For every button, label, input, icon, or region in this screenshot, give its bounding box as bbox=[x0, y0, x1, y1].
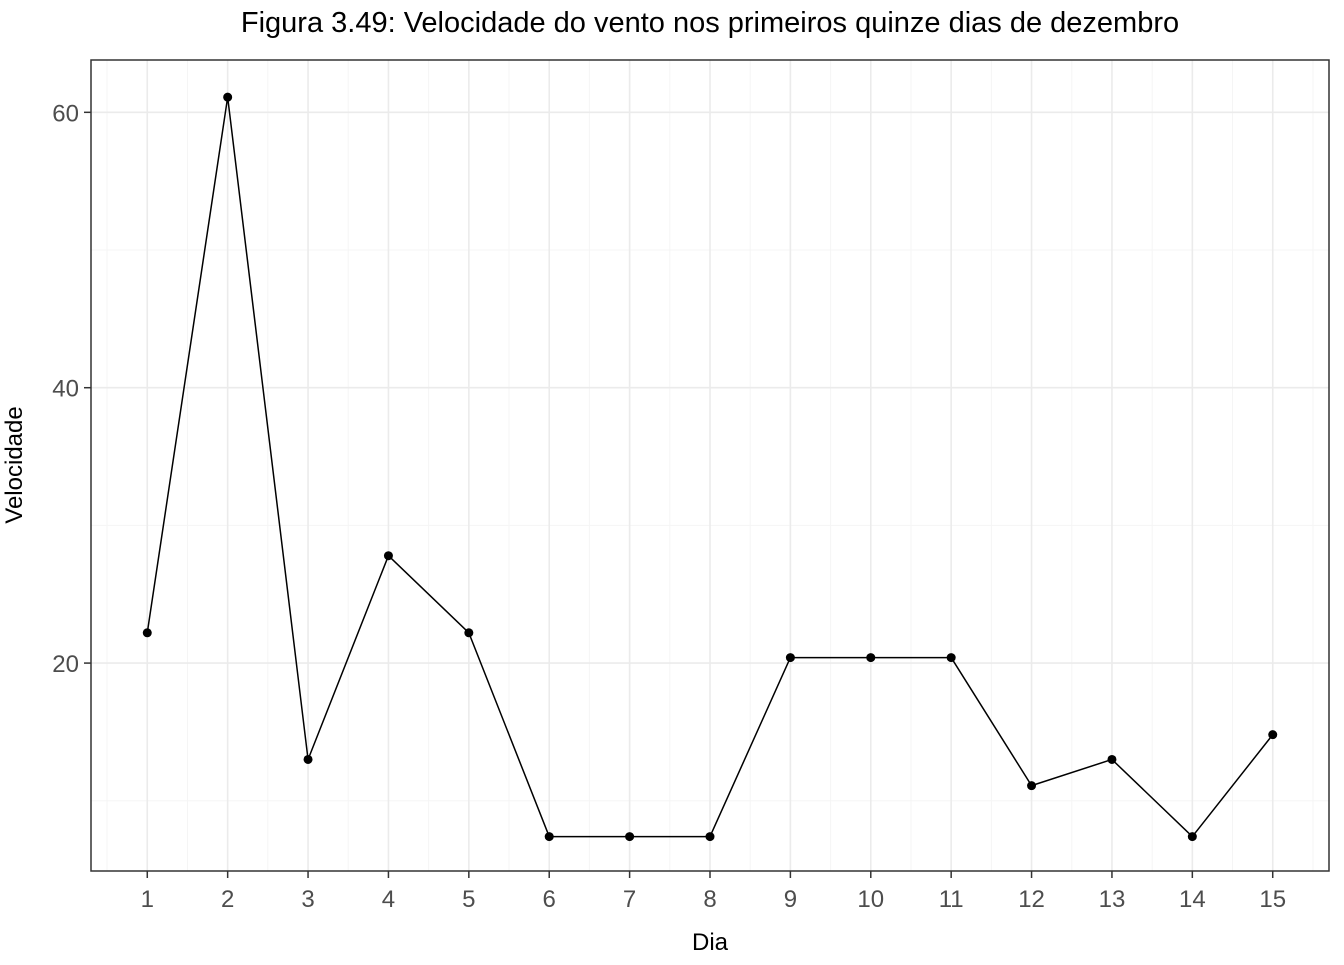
x-tick-label: 6 bbox=[543, 886, 556, 913]
x-tick-label: 1 bbox=[141, 886, 154, 913]
y-tick-label: 60 bbox=[52, 100, 79, 127]
x-tick-label: 12 bbox=[1018, 886, 1045, 913]
data-point bbox=[303, 754, 313, 764]
x-tick-label: 3 bbox=[301, 886, 314, 913]
y-axis-title: Velocidade bbox=[1, 406, 28, 523]
data-point bbox=[1107, 754, 1117, 764]
data-point bbox=[383, 551, 393, 561]
x-tick-label: 8 bbox=[703, 886, 716, 913]
x-tick-label: 9 bbox=[784, 886, 797, 913]
data-point bbox=[544, 832, 554, 842]
x-tick-label: 10 bbox=[857, 886, 884, 913]
series-layer bbox=[142, 92, 1278, 842]
data-point bbox=[785, 653, 795, 663]
x-tick-label: 4 bbox=[382, 886, 395, 913]
data-point bbox=[464, 628, 474, 638]
y-tick-label: 20 bbox=[52, 651, 79, 678]
grid bbox=[91, 60, 1329, 871]
x-tick-label: 5 bbox=[462, 886, 475, 913]
data-point bbox=[705, 832, 715, 842]
data-point bbox=[223, 92, 233, 102]
data-point bbox=[142, 628, 152, 638]
x-tick-label: 13 bbox=[1099, 886, 1126, 913]
x-tick-label: 7 bbox=[623, 886, 636, 913]
data-point bbox=[1187, 832, 1197, 842]
y-tick-label: 40 bbox=[52, 376, 79, 403]
data-point bbox=[866, 653, 876, 663]
x-axis-title: Dia bbox=[692, 929, 729, 956]
x-tick-label: 2 bbox=[221, 886, 234, 913]
data-point bbox=[1027, 781, 1037, 791]
data-point bbox=[1268, 730, 1278, 740]
chart-title: Figura 3.49: Velocidade do vento nos pri… bbox=[241, 7, 1179, 39]
data-point bbox=[946, 653, 956, 663]
x-tick-label: 14 bbox=[1179, 886, 1206, 913]
data-point bbox=[625, 832, 635, 842]
x-tick-label: 15 bbox=[1259, 886, 1286, 913]
x-tick-label: 11 bbox=[939, 886, 964, 913]
